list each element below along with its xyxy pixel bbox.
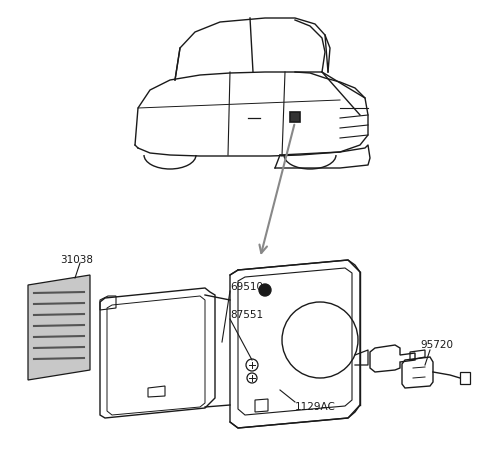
Circle shape [259,284,271,296]
Polygon shape [290,112,300,122]
Text: 69510: 69510 [230,282,263,292]
Polygon shape [28,275,90,380]
Text: 95720: 95720 [420,340,453,350]
Text: 1129AC: 1129AC [295,402,336,412]
Text: 31038: 31038 [60,255,93,265]
Text: 87551: 87551 [230,310,263,320]
